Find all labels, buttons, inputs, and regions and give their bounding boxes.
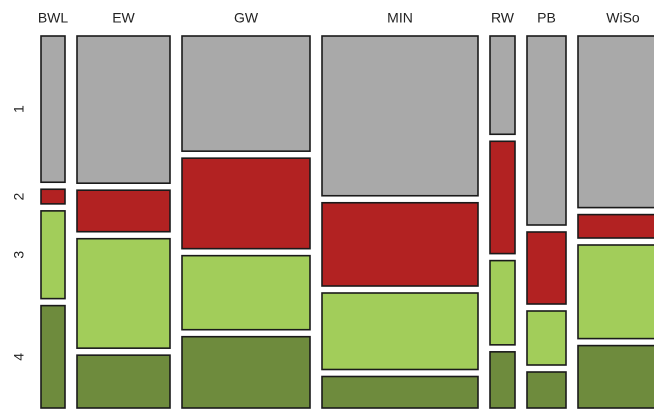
mosaic-cell [577, 213, 654, 239]
column-label: RW [491, 10, 515, 26]
mosaic-cell [526, 371, 567, 409]
mosaic-cell [40, 188, 66, 205]
mosaic-cell [526, 35, 567, 226]
row-label: 1 [11, 105, 27, 113]
row-label: 3 [11, 251, 27, 259]
mosaic-cell [40, 35, 66, 184]
row-label: 4 [11, 353, 27, 361]
mosaic-cell [489, 259, 516, 346]
column-label: BWL [38, 10, 69, 26]
mosaic-cell [76, 354, 171, 409]
mosaic-cell [181, 35, 311, 152]
mosaic-cell [76, 189, 171, 233]
column-label: MIN [387, 10, 413, 26]
mosaic-cell [577, 344, 654, 409]
mosaic-cell [489, 351, 516, 409]
row-label: 2 [11, 192, 27, 200]
mosaic-cell [181, 335, 311, 409]
mosaic-cell [526, 231, 567, 305]
mosaic-cell [577, 35, 654, 209]
column-label: GW [234, 10, 259, 26]
mosaic-cell [321, 292, 479, 371]
mosaic-cell [526, 310, 567, 366]
mosaic-cell [76, 237, 171, 349]
mosaic-cell [489, 140, 516, 255]
mosaic-cell [181, 254, 311, 331]
mosaic-cell [321, 375, 479, 409]
mosaic-cell [181, 157, 311, 250]
mosaic-cell [321, 201, 479, 287]
mosaic-cell [489, 35, 516, 136]
mosaic-cell [577, 244, 654, 340]
column-label: WiSo [606, 10, 640, 26]
column-label: EW [112, 10, 135, 26]
mosaic-cell [321, 35, 479, 197]
column-label: PB [537, 10, 556, 26]
mosaic-cell [40, 210, 66, 300]
mosaic-cell [40, 304, 66, 409]
mosaic-cell [76, 35, 171, 184]
